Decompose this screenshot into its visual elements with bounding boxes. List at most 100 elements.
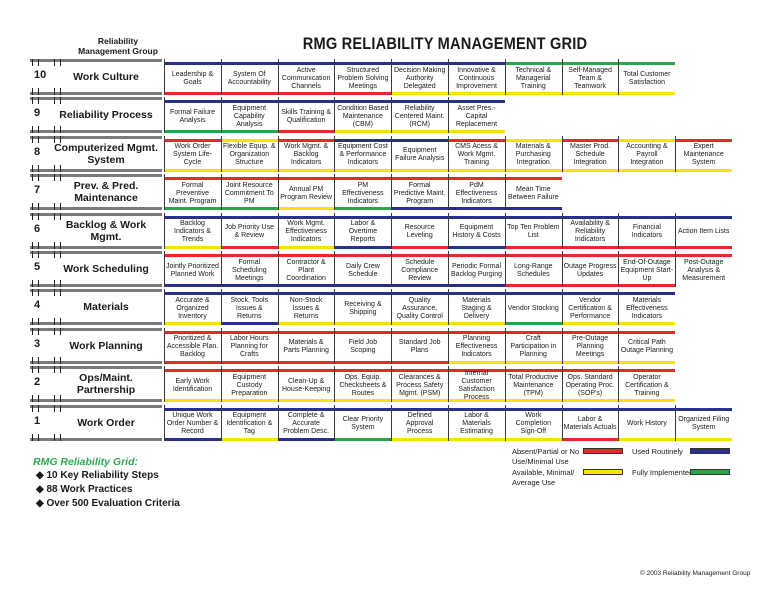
cell-text: Materials Staging & Delivery: [461, 296, 492, 320]
grid-cell: Defined Approval Process: [391, 404, 449, 441]
cell-text: Total Productive Maintenance (TPM): [508, 373, 559, 397]
cell-text: End-Of-Outage Equipment Start-Up: [620, 258, 674, 282]
cell-text: Vendor Stocking: [507, 304, 559, 312]
cell-text: Active Communication Channels: [281, 66, 331, 90]
grid-row-5: 5 Work Scheduling Jointly Prioritized Plan…: [30, 251, 733, 287]
row-header: 1 Work Order: [30, 404, 162, 441]
grid-cell: Equipment Failure Analysis: [391, 135, 449, 172]
row-header-rule: [30, 284, 162, 287]
rating-bar-bottom: [335, 360, 392, 364]
rating-bar-bottom: [562, 92, 619, 95]
grid-cell: Backlog Indicators & Trends: [164, 212, 221, 249]
grid-cell: Labor & Materials Estimating: [448, 404, 505, 441]
tick-mark: [32, 289, 33, 297]
grid-cell: Active Communication Channels: [277, 59, 335, 95]
rating-bar-top: [562, 292, 619, 296]
cell-text: Standard Job Plans: [398, 339, 441, 355]
legend-full-label: Fully Implemented: [632, 468, 694, 477]
page-title: RMG RELIABILITY MANAGEMENT GRID: [302, 34, 588, 53]
grid-cell: Clear Priority System: [334, 404, 392, 441]
rating-bar-bottom: [449, 284, 505, 287]
tick-mark: [60, 395, 61, 403]
rating-bar-bottom: [335, 322, 392, 326]
rating-bar-bottom: [619, 168, 676, 172]
tick-mark: [38, 327, 39, 335]
tick-mark: [54, 212, 55, 220]
grid-cell: Materials & Purchasing Integration: [504, 135, 562, 172]
tick-mark: [54, 289, 55, 297]
rating-bar-bottom: [392, 207, 449, 211]
rating-bar-bottom: [221, 245, 278, 249]
rating-bar-top: [505, 407, 562, 411]
grid-cell: Formal Failure Analysis: [164, 97, 221, 134]
row-number: 1: [34, 414, 41, 427]
grid-cell: Long-Range Schedules: [504, 251, 562, 287]
grid-cell: Pre-Outage Planning Meetings: [561, 327, 619, 364]
rating-bar-bottom: [165, 322, 221, 326]
tick-mark: [32, 318, 33, 326]
cell-text: Equipment History & Costs: [452, 224, 501, 240]
tick-mark: [54, 164, 55, 172]
cell-text: Work Completion Sign-Off: [515, 412, 551, 436]
rating-bar-bottom: [278, 245, 335, 249]
grid-cell: PdM Effectiveness Indicators: [448, 174, 505, 211]
rating-bar-top: [221, 254, 278, 257]
cell-text: Clean-Up & House-Keeping: [281, 377, 331, 393]
tick-mark: [60, 203, 61, 211]
rating-bar-top: [392, 177, 449, 181]
rating-bar-bottom: [335, 207, 392, 211]
rating-bar-top: [335, 215, 392, 219]
cell-text: Materials & Parts Planning: [283, 339, 329, 355]
grid-cell: Organized Filing System: [675, 404, 733, 441]
row-header: 6 Backlog & Work Mgmt.: [30, 212, 162, 249]
grid-cell: Master Prod. Schedule Integration: [561, 135, 619, 172]
grid-cell: Decision Making Authority Delegated: [391, 59, 449, 95]
cell-text: Post-Outage Analysis & Measurement: [682, 258, 726, 282]
tick-mark: [32, 433, 33, 441]
rating-bar-top: [619, 292, 676, 296]
tick-mark: [38, 241, 39, 249]
tick-mark: [32, 395, 33, 403]
tick-mark: [60, 212, 61, 220]
tick-mark: [32, 164, 33, 172]
rating-bar-bottom: [278, 322, 335, 326]
row-header-rule: [30, 404, 162, 408]
tick-mark: [38, 366, 39, 374]
tick-mark: [38, 280, 39, 287]
rating-bar-bottom: [619, 399, 676, 403]
rating-bar-bottom: [278, 130, 335, 134]
rating-bar-bottom: [392, 360, 449, 364]
grid-cell: Materials & Parts Planning: [277, 327, 335, 364]
cell-text: Equipment Failure Analysis: [395, 147, 445, 163]
row-name: Backlog & Work Mgmt.: [65, 218, 147, 243]
tick-mark: [60, 164, 61, 172]
rating-bar-top: [505, 369, 562, 373]
cell-text: Early Work Identification: [172, 377, 213, 393]
rating-bar-bottom: [505, 322, 562, 326]
rating-bar-bottom: [221, 207, 278, 211]
legend-available-swatch: [583, 469, 623, 475]
rating-bar-bottom: [278, 437, 335, 441]
grid-cell: Innovative & Continuous Improvement: [448, 59, 505, 95]
rating-bar-top: [676, 138, 733, 142]
grid-cell: Jointly Prioritized Planned Work: [164, 251, 221, 287]
grid-cell: Internal Customer Satisfaction Process: [448, 366, 505, 403]
grid-cell: Quality Assurance, Quality Control: [391, 289, 449, 326]
cell-text: Labor & Overtime Reports: [348, 220, 378, 244]
grid-cell: Work History: [618, 404, 676, 441]
rating-bar-bottom: [562, 245, 619, 249]
cell-text: Leadership & Goals: [171, 70, 214, 86]
grid-cell: Expert Maintenance System: [675, 135, 733, 172]
rating-bar-top: [278, 292, 335, 296]
rating-bar-bottom: [165, 245, 221, 249]
rating-bar-bottom: [335, 284, 392, 287]
grid-cell: Work Mgmt. & Backlog Indicators: [277, 135, 335, 172]
summary-item: ◆ Over 500 Evaluation Criteria: [36, 498, 180, 509]
row-number: 10: [34, 69, 47, 81]
tick-mark: [60, 174, 61, 182]
rating-bar-top: [676, 215, 733, 219]
row-name: Ops/Maint. Partnership: [76, 372, 136, 397]
grid-cell: Equipment History & Costs: [448, 212, 505, 249]
grid-cell: Self-Managed Team & Teamwork: [561, 59, 619, 95]
rating-bar-top: [392, 100, 449, 104]
